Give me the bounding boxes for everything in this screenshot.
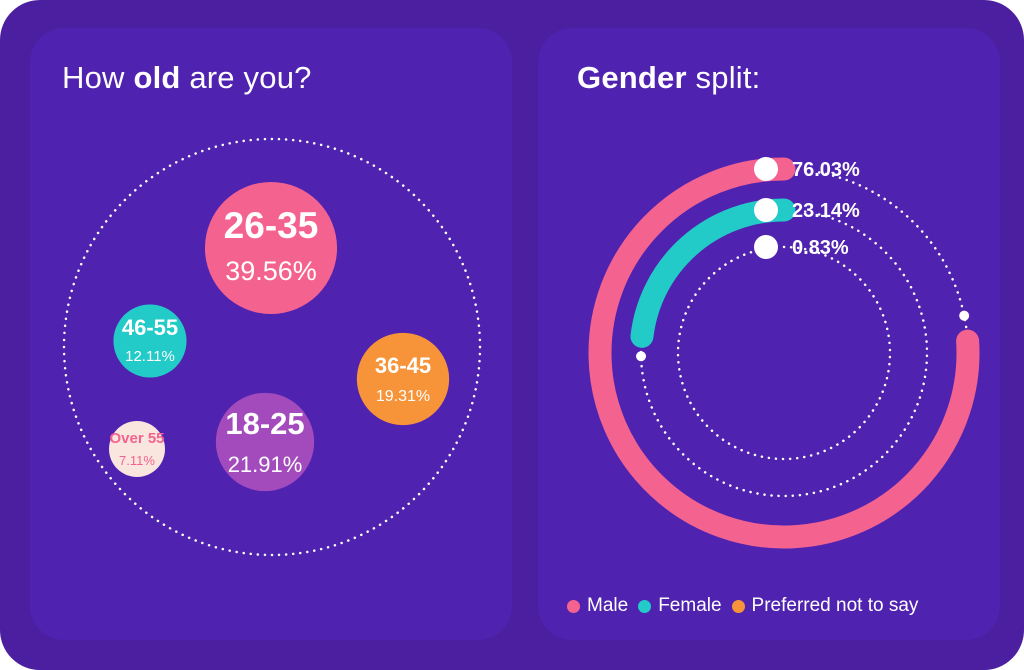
age-chart-title: How old are you?	[62, 60, 312, 95]
legend-label-female: Female	[658, 595, 722, 616]
bubble-value-18-25: 21.91%	[228, 452, 303, 477]
bubble-value-over-55: 7.11%	[119, 453, 155, 468]
gender-knob-male	[754, 157, 778, 181]
legend-label-not-say: Preferred not to say	[751, 595, 919, 616]
gender-value-male: 76.03%	[792, 159, 860, 181]
gender-legend: Male Female Preferred not to say	[567, 593, 928, 619]
legend-dot-not-say	[731, 599, 745, 613]
legend-item-female: Female	[638, 595, 722, 617]
gender-value-preferred-not-to-say: 0.83%	[792, 237, 849, 259]
gender-track-preferred-not-to-say	[676, 245, 892, 461]
legend-dot-female	[638, 599, 652, 613]
bubble-label-over-55: Over 55	[109, 430, 164, 447]
age-outline-ring	[62, 137, 482, 557]
bubble-label-18-25: 18-25	[225, 406, 304, 441]
bubble-label-36-45: 36-45	[375, 353, 431, 378]
gender-track-end-preferred-not-to-say	[758, 243, 769, 254]
legend-item-male: Male	[567, 595, 628, 617]
legend-item-not-say: Preferred not to say	[731, 595, 919, 617]
bubble-value-46-55: 12.11%	[125, 348, 175, 365]
bubble-46-55	[113, 304, 187, 378]
bubble-label-46-55: 46-55	[122, 315, 178, 340]
bubble-label-26-35: 26-35	[224, 205, 319, 246]
gender-track-end-female	[636, 351, 647, 362]
gender-knob-female	[754, 198, 778, 222]
bubble-26-35	[204, 181, 338, 315]
gender-bar-male	[588, 157, 980, 549]
bubble-value-26-35: 39.56%	[225, 256, 317, 286]
legend-label-male: Male	[587, 595, 629, 616]
bubble-36-45	[356, 332, 450, 426]
bubble-18-25	[215, 392, 315, 492]
gender-track-end-male	[959, 310, 970, 321]
bubble-value-36-45: 19.31%	[376, 388, 430, 405]
gender-value-female: 23.14%	[792, 200, 860, 222]
bubble-over-55	[109, 421, 165, 477]
legend-dot-male	[567, 599, 580, 613]
age-panel	[30, 28, 512, 640]
gender-chart-title: Gender split:	[577, 60, 761, 95]
gender-track-female	[639, 208, 929, 498]
